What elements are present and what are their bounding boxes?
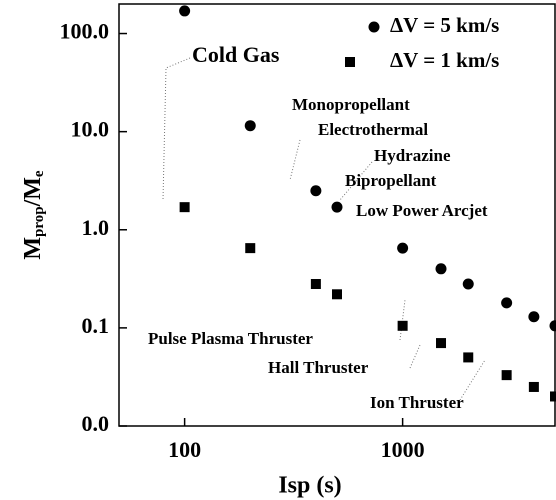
data-point (549, 320, 556, 332)
data-point (528, 311, 540, 323)
annotation: Hydrazine (374, 146, 451, 165)
data-point (435, 263, 447, 275)
y-tick-label: 0.1 (82, 313, 110, 338)
y-tick-label: 1.0 (82, 215, 110, 240)
leader-line (409, 344, 421, 369)
data-point (397, 320, 408, 331)
data-point (179, 202, 190, 213)
annotation: Pulse Plasma Thruster (148, 329, 313, 348)
data-point (397, 242, 409, 254)
annotation: Electrothermal (318, 120, 428, 139)
data-point (501, 297, 513, 309)
data-point (463, 352, 474, 363)
data-point (501, 370, 512, 381)
y-label-part: /M (20, 177, 46, 207)
annotation: Hall Thruster (268, 358, 369, 377)
data-point (528, 381, 539, 392)
legend-marker (368, 21, 380, 33)
leader-line (399, 299, 406, 341)
x-axis-label: Isp (s) (278, 473, 341, 499)
annotation: Ion Thruster (370, 393, 464, 412)
legend-marker (345, 57, 355, 67)
x-tick-label: 1000 (381, 437, 425, 462)
y-axis-label: Mprop/Me (20, 170, 48, 260)
data-point (332, 289, 342, 300)
annotation: Cold Gas (192, 42, 280, 67)
x-tick-label: 100 (168, 437, 201, 462)
y-label-sub: prop (31, 206, 47, 237)
leader-line (339, 161, 373, 201)
leader-line (162, 57, 191, 201)
data-point (331, 201, 343, 213)
y-tick-label: 100.0 (60, 19, 110, 44)
data-point (436, 338, 447, 349)
data-point (244, 120, 256, 132)
plot-frame (118, 3, 556, 427)
legend-label: ΔV = 1 km/s (390, 48, 499, 72)
y-tick-label: 0.0 (82, 411, 110, 436)
y-label-part: M (20, 237, 46, 260)
annotation: Low Power Arcjet (356, 201, 488, 220)
data-point (550, 391, 556, 402)
data-point (245, 243, 256, 254)
leader-line (459, 359, 486, 401)
data-point (462, 278, 474, 290)
y-tick-label: 10.0 (71, 117, 110, 142)
data-point (310, 279, 321, 290)
annotation: Bipropellant (345, 171, 437, 190)
legend-label: ΔV = 5 km/s (390, 13, 499, 37)
data-point (310, 185, 322, 197)
annotation: Monopropellant (292, 95, 410, 114)
y-label-sub: e (31, 170, 47, 177)
data-point (179, 5, 191, 17)
leader-line (289, 139, 301, 181)
